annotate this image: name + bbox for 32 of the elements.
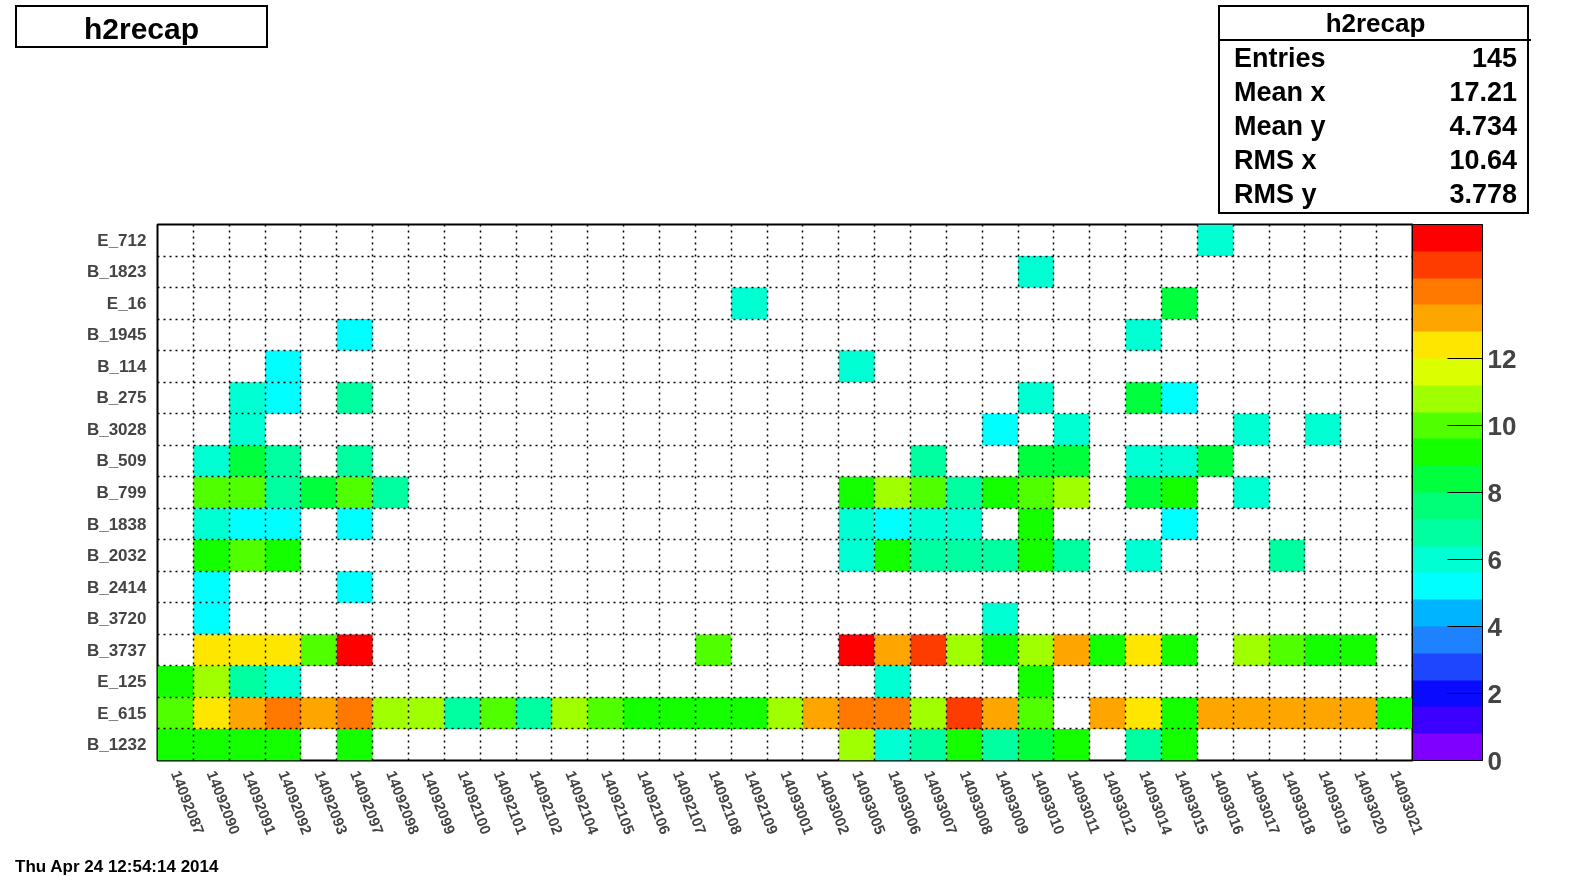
y-tick-label: B_3720 bbox=[86, 609, 147, 629]
y-tick-label: B_3737 bbox=[86, 640, 147, 660]
y-tick-label: B_509 bbox=[96, 451, 147, 471]
color-bar-label: 10 bbox=[1487, 410, 1517, 441]
color-bar-label: 4 bbox=[1487, 611, 1503, 642]
y-tick-label: E_615 bbox=[97, 703, 147, 723]
y-tick-label: E_125 bbox=[97, 672, 147, 692]
y-tick-label: B_1232 bbox=[86, 735, 147, 755]
y-tick-label: B_114 bbox=[97, 356, 148, 376]
y-tick-label: B_1838 bbox=[86, 514, 147, 534]
text: Thu Apr 24 12:54:14 2014 bbox=[15, 856, 219, 878]
y-tick-label: B_2032 bbox=[86, 546, 147, 566]
color-bar-label: 8 bbox=[1487, 477, 1502, 508]
text: RMS x 10.64 bbox=[1234, 145, 1517, 175]
y-tick-label: E_712 bbox=[97, 230, 147, 250]
color-bar-label: 2 bbox=[1487, 678, 1502, 709]
color-bar-label: 0 bbox=[1487, 745, 1502, 776]
y-tick-label: B_1945 bbox=[86, 325, 147, 345]
y-tick-label: E_16 bbox=[106, 293, 147, 313]
y-tick-label: B_1823 bbox=[86, 262, 147, 282]
text: Mean x 17.21 bbox=[1234, 77, 1517, 107]
y-tick-label: B_799 bbox=[96, 483, 147, 502]
text: h2recap bbox=[1220, 7, 1531, 41]
y-tick-label: B_2414 bbox=[86, 577, 148, 597]
chart-title: h2recap bbox=[83, 11, 200, 47]
color-bar-label: 6 bbox=[1487, 544, 1502, 575]
text: Mean y 4.734 bbox=[1234, 111, 1517, 141]
color-bar-label: 12 bbox=[1487, 343, 1517, 374]
y-tick-label: B_3028 bbox=[86, 419, 147, 439]
text: RMS y 3.778 bbox=[1234, 179, 1517, 209]
text: Entries 145 bbox=[1234, 43, 1517, 73]
y-tick-label: B_275 bbox=[96, 388, 147, 408]
